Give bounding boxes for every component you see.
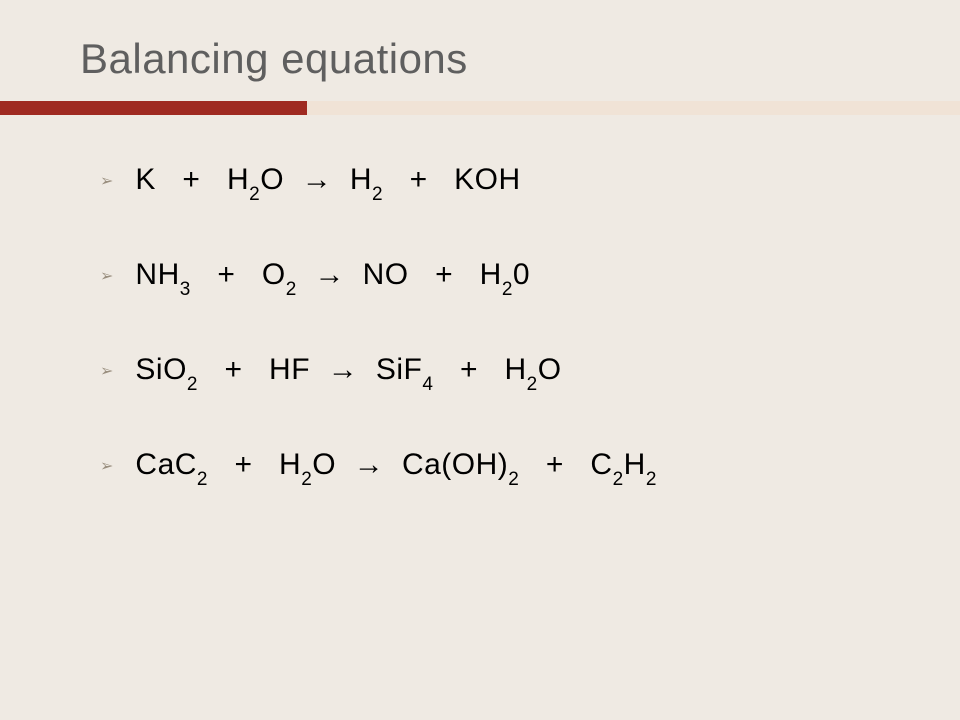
slide-title: Balancing equations (0, 0, 960, 101)
equation-text: NH3 + O2 → NO + H20 (135, 258, 530, 297)
bullet-icon: ➢ (100, 171, 113, 191)
equation-text: CaC2 + H2O → Ca(OH)2 + C2H2 (135, 448, 657, 487)
equation-text: K + H2O → H2 + KOH (135, 163, 520, 202)
content-area: ➢K + H2O → H2 + KOH➢NH3 + O2 → NO + H20➢… (0, 115, 960, 487)
bullet-icon: ➢ (100, 456, 113, 476)
equation-list: ➢K + H2O → H2 + KOH➢NH3 + O2 → NO + H20➢… (100, 163, 880, 487)
accent-bar (0, 101, 960, 115)
equation-item: ➢ K + H2O → H2 + KOH (100, 163, 880, 202)
equation-text: SiO2 + HF → SiF4 + H2O (135, 353, 561, 392)
equation-item: ➢ NH3 + O2 → NO + H20 (100, 258, 880, 297)
accent-bar-light (307, 101, 960, 115)
equation-item: ➢ CaC2 + H2O → Ca(OH)2 + C2H2 (100, 448, 880, 487)
bullet-icon: ➢ (100, 361, 113, 381)
bullet-icon: ➢ (100, 266, 113, 286)
accent-bar-dark (0, 101, 307, 115)
equation-item: ➢ SiO2 + HF → SiF4 + H2O (100, 353, 880, 392)
slide: Balancing equations ➢K + H2O → H2 + KOH➢… (0, 0, 960, 720)
